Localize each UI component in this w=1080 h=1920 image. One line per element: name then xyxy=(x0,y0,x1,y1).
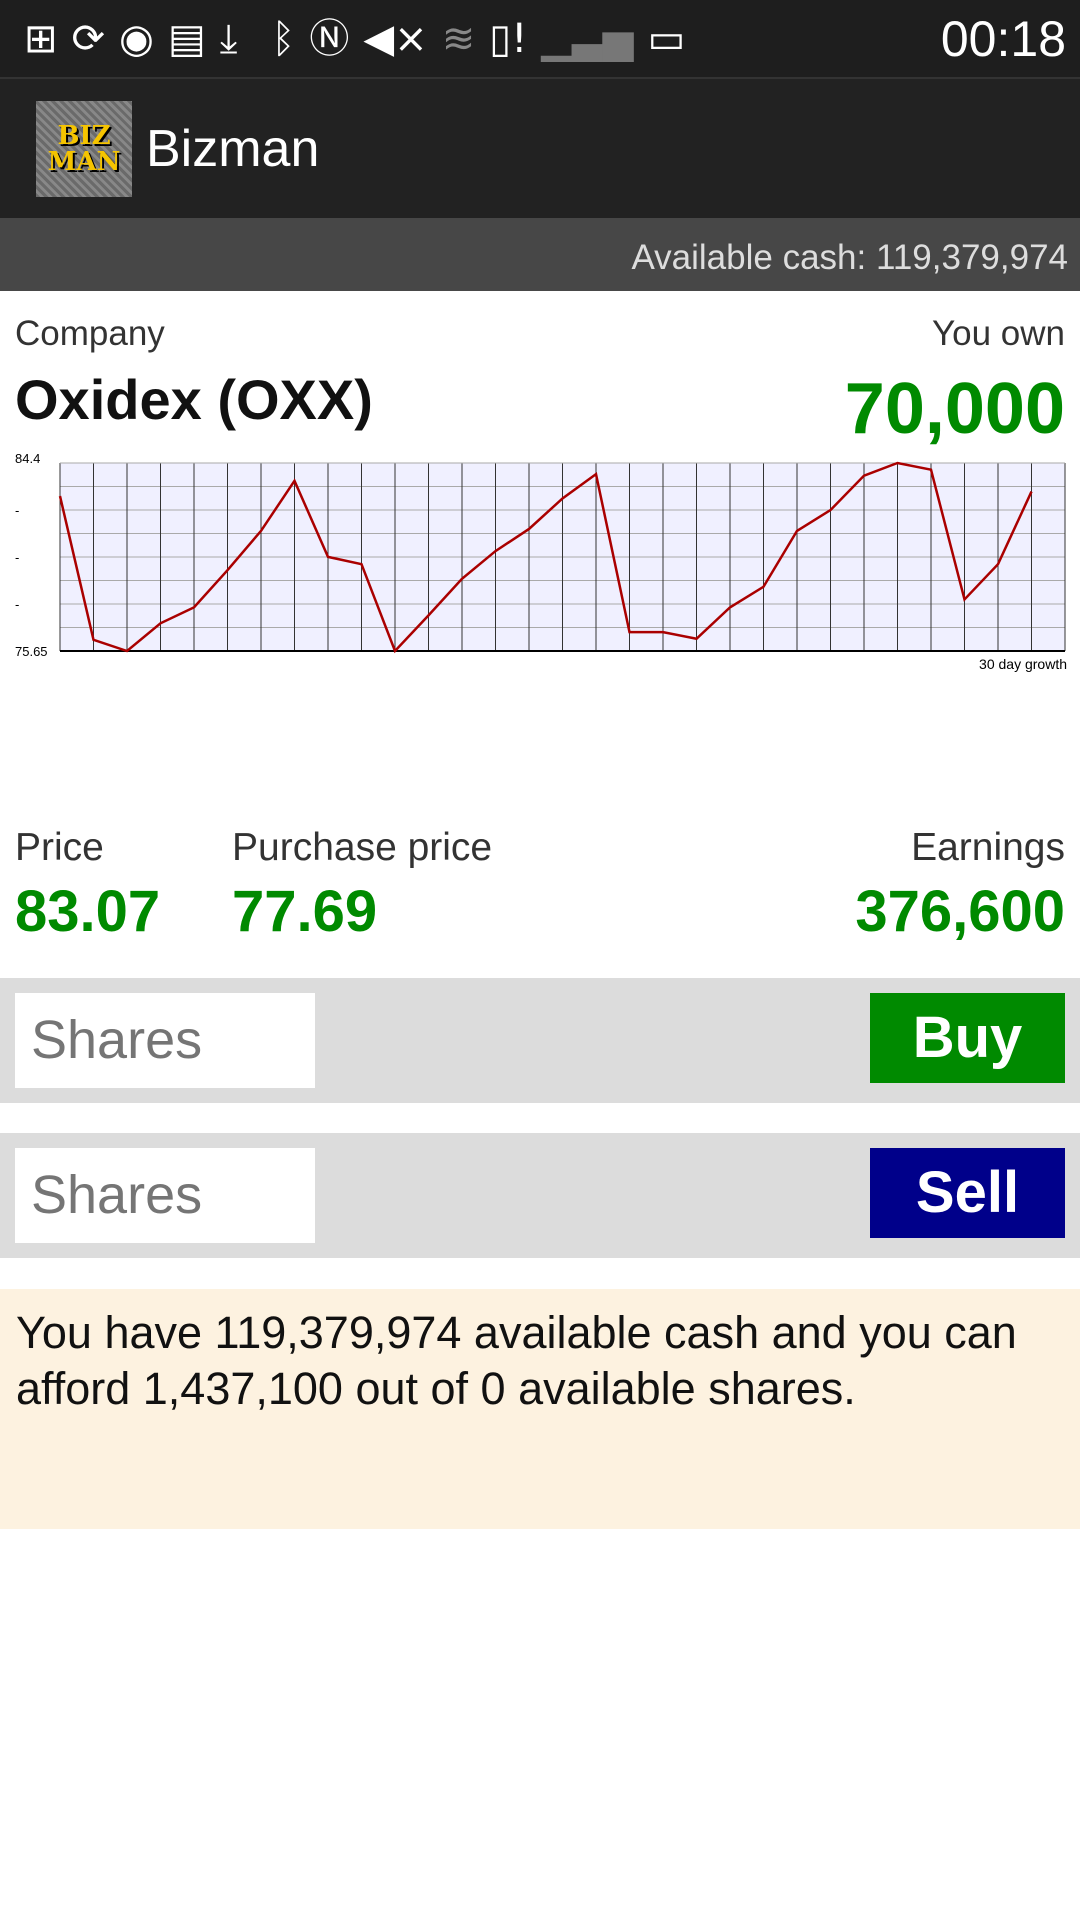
price-value: 83.07 xyxy=(15,879,161,944)
app-logo[interactable]: BIZ MAN xyxy=(36,101,132,197)
buy-row: Buy xyxy=(0,978,1080,1103)
price-chart: 84.4 - - - 75.65 30 day growth xyxy=(15,451,1067,672)
price-line xyxy=(58,461,1033,654)
purchase-price-label: Purchase price xyxy=(232,826,493,869)
add-tab-icon: ⊞ xyxy=(24,15,58,62)
affordability-info: You have 119,379,974 available cash and … xyxy=(0,1289,1080,1529)
clock: 00:18 xyxy=(940,10,1066,67)
app-title: Bizman xyxy=(146,120,320,178)
company-name: Oxidex (OXX) xyxy=(15,368,373,431)
earnings-label: Earnings xyxy=(911,826,1065,869)
y-tick-label: - xyxy=(15,550,19,565)
app-bar: BIZ MAN Bizman xyxy=(0,77,1080,218)
y-tick-label: - xyxy=(15,597,19,612)
sell-button[interactable]: Sell xyxy=(870,1148,1065,1238)
available-cash-bar: Available cash: 119,379,974 xyxy=(0,218,1080,291)
sync-icon: ⟳ xyxy=(71,15,106,62)
mute-icon: ◀× xyxy=(363,15,428,62)
nfc-icon: Ⓝ xyxy=(309,15,350,62)
buy-button[interactable]: Buy xyxy=(870,993,1065,1083)
battery-icon: ▭ xyxy=(647,15,686,62)
image-icon: ▤ xyxy=(167,15,206,62)
earnings-value: 376,600 xyxy=(855,879,1065,944)
bluetooth-icon: ᛒ xyxy=(271,15,296,62)
x-axis-label: 30 day growth xyxy=(979,656,1067,672)
status-bar: ⊞ ⟳ ◉ ▤ ⤓ ᛒ Ⓝ ◀× ≋ ▯! ▁▃▅ ▭ 00:18 xyxy=(0,0,1080,77)
download-icon: ⤓ xyxy=(219,15,238,62)
company-label: Company xyxy=(15,314,165,353)
refresh-icon: ◉ xyxy=(119,15,154,62)
sell-row: Sell xyxy=(0,1133,1080,1258)
y-tick-label: 84.4 xyxy=(15,451,40,466)
no-signal-icon: ▁▃▅ xyxy=(541,15,634,62)
buy-shares-input[interactable] xyxy=(15,993,315,1088)
sd-card-alert-icon: ▯! xyxy=(489,15,528,62)
y-tick-label: 75.65 xyxy=(15,644,48,659)
wifi-icon: ≋ xyxy=(441,15,476,62)
price-label: Price xyxy=(15,826,104,869)
sell-shares-input[interactable] xyxy=(15,1148,315,1243)
you-own-value: 70,000 xyxy=(844,369,1065,449)
you-own-label: You own xyxy=(932,314,1065,353)
y-tick-label: - xyxy=(15,503,19,518)
purchase-price-value: 77.69 xyxy=(232,879,378,944)
